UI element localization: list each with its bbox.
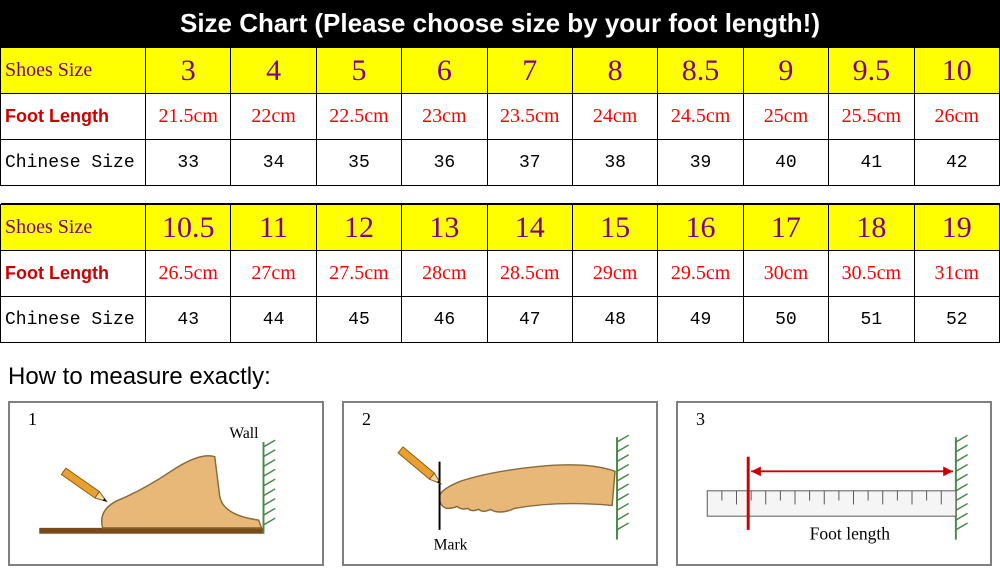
shoes-size-row: Shoes Size 10.5 11 12 13 14 15 16 17 18 … [1,205,1000,251]
chinese-size-row: Chinese Size 33 34 35 36 37 38 39 40 41 … [1,140,1000,186]
panel-3: 3 [676,401,992,566]
foot-length-row: Foot Length 26.5cm 27cm 27.5cm 28cm 28.5… [1,251,1000,297]
mark-label: Mark [434,536,468,553]
shoes-size-row: Shoes Size 3 4 5 6 7 8 8.5 9 9.5 10 [1,48,1000,94]
foot-top-icon: Mark [344,403,656,564]
foot-side-icon: Wall [10,403,322,564]
table-gap [1,186,1000,204]
size-table-2: Shoes Size 10.5 11 12 13 14 15 16 17 18 … [0,204,1000,343]
foot-length-label: Foot Length [1,94,146,140]
how-to-title: How to measure exactly: [0,343,1000,401]
chinese-size-label: Chinese Size [1,297,146,343]
instruction-panels: 1 Wall 2 [0,401,1000,566]
chinese-size-label: Chinese Size [1,140,146,186]
foot-length-row: Foot Length 21.5cm 22cm 22.5cm 23cm 23.5… [1,94,1000,140]
chart-title: Size Chart (Please choose size by your f… [0,0,1000,47]
shoes-size-label: Shoes Size [1,48,146,94]
foot-length-caption: Foot length [810,524,891,544]
panel-number: 1 [28,409,37,430]
panel-number: 3 [696,409,705,430]
ruler-icon: Foot length [678,403,990,564]
panel-number: 2 [362,409,371,430]
panel-2: 2 Mark [342,401,658,566]
chinese-size-row: Chinese Size 43 44 45 46 47 48 49 50 51 … [1,297,1000,343]
shoes-size-label: Shoes Size [1,205,146,251]
panel-1: 1 Wall [8,401,324,566]
wall-label: Wall [229,425,259,442]
size-table-1: Shoes Size 3 4 5 6 7 8 8.5 9 9.5 10 Foot… [0,47,1000,204]
foot-length-label: Foot Length [1,251,146,297]
